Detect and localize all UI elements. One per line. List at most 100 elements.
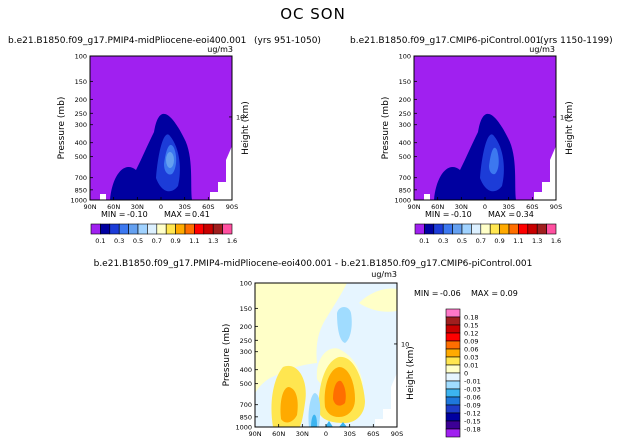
panel-tr-contour-inner	[489, 147, 499, 175]
colorbar-box	[445, 316, 461, 326]
panel-b-missing-right	[375, 373, 397, 427]
panel-b-contour-bottom-dots	[325, 421, 347, 427]
panel-top-left: b.e21.B1850.f09_g17.PMIP4-midPliocene-eo…	[8, 36, 321, 245]
panel-top-right: b.e21.B1850.f09_g17.CMIP6-piControl.001 …	[350, 36, 613, 245]
colorbar-label: 0	[464, 370, 468, 378]
y-tick-label: 150	[75, 78, 87, 86]
y-tick-label: 150	[240, 305, 252, 313]
colorbar-label: 0.3	[114, 237, 124, 245]
y-tick-label: 200	[399, 96, 411, 104]
colorbar-box	[90, 223, 101, 235]
colorbar-box	[445, 404, 461, 414]
colorbar-box	[100, 223, 111, 235]
colorbar-box	[445, 340, 461, 350]
colorbar-label: 0.12	[464, 330, 478, 338]
colorbar-label: 0.06	[464, 346, 478, 354]
colorbar-label: 1.6	[227, 237, 237, 245]
x-tick-label: 60S	[526, 203, 538, 211]
colorbar-label: 0.7	[476, 237, 486, 245]
colorbar-label: 0.5	[133, 237, 143, 245]
panel-b-contour-northeast	[359, 288, 397, 312]
y-tick-label: 250	[240, 337, 252, 345]
y-tick-label: 100	[240, 280, 252, 288]
x-tick-label: 30N	[296, 430, 309, 438]
colorbar-label: -0.12	[464, 410, 481, 418]
colorbar-box	[414, 223, 425, 235]
colorbar-label: -0.01	[464, 378, 481, 386]
colorbar-box	[137, 223, 148, 235]
panel-b-contour-center-negative	[308, 393, 321, 427]
height-tick-label: 10	[401, 340, 409, 348]
colorbar-box	[175, 223, 186, 235]
y-tick-label: 700	[75, 174, 87, 182]
colorbar-label: 0.7	[152, 237, 162, 245]
colorbar-box	[424, 223, 435, 235]
y-tick-label: 850	[75, 186, 87, 194]
colorbar-label: 1.3	[532, 237, 542, 245]
y-tick-label: 500	[399, 153, 411, 161]
colorbar-box	[442, 223, 453, 235]
panel-tr-max: 0.34	[516, 210, 534, 219]
panel-tr-ylabel: Pressure (mb)	[381, 97, 391, 160]
x-tick-label: 60N	[431, 203, 444, 211]
y-tick-label: 1000	[235, 424, 252, 432]
x-tick-label: 30S	[343, 430, 355, 438]
colorbar-box	[527, 223, 538, 235]
x-tick-label: 0	[324, 430, 328, 438]
panel-tr-max-label: MAX =	[488, 210, 515, 219]
panel-tr-ylabel-right: Height (km)	[565, 101, 575, 155]
colorbar-label: 0.18	[464, 314, 478, 322]
x-tick-label: 30N	[455, 203, 468, 211]
colorbar-label: 0.9	[494, 237, 504, 245]
colorbar-box	[212, 223, 223, 235]
x-tick-label: 90N	[248, 430, 261, 438]
colorbar-box	[147, 223, 158, 235]
colorbar-box	[546, 223, 557, 235]
colorbar-box	[489, 223, 500, 235]
colorbar-box	[445, 356, 461, 366]
panel-tr-units: ug/m3	[529, 45, 555, 54]
y-tick-label: 250	[75, 110, 87, 118]
y-tick-label: 100	[399, 53, 411, 61]
y-tick-label: 400	[399, 139, 411, 147]
colorbar-label: 0.3	[438, 237, 448, 245]
colorbar-box	[128, 223, 139, 235]
colorbar-box	[165, 223, 176, 235]
colorbar-box	[445, 428, 461, 438]
x-tick-label: 60N	[107, 203, 120, 211]
x-tick-label: 30S	[178, 203, 190, 211]
colorbar-label: -0.18	[464, 426, 481, 434]
y-tick-label: 300	[75, 121, 87, 129]
panel-tr-title-right: (yrs 1150-1199)	[540, 36, 613, 46]
colorbar-label: 0.09	[464, 338, 478, 346]
x-tick-label: 60S	[367, 430, 379, 438]
colorbar-box	[445, 308, 461, 318]
panel-b-ylabel: Pressure (mb)	[222, 324, 232, 387]
colorbar-box	[203, 223, 214, 235]
colorbar-label: 1.1	[189, 237, 199, 245]
colorbar-box	[445, 348, 461, 358]
colorbar-label: -0.03	[464, 386, 481, 394]
colorbar-box	[222, 223, 233, 235]
y-tick-label: 300	[399, 121, 411, 129]
x-tick-label: 90N	[407, 203, 420, 211]
panel-tl-ylabel-right: Height (km)	[241, 101, 251, 155]
x-tick-label: 90S	[550, 203, 562, 211]
colorbar-label: 1.3	[208, 237, 218, 245]
colorbar-box	[508, 223, 519, 235]
x-tick-label: 0	[159, 203, 163, 211]
y-tick-label: 700	[240, 401, 252, 409]
y-tick-label: 500	[75, 153, 87, 161]
panel-tl-height-ticks: 10	[229, 113, 244, 121]
colorbar-box	[118, 223, 129, 235]
panel-tl-title-right: (yrs 951-1050)	[254, 36, 321, 46]
panel-tl-colorbar: 0.1 0.3 0.5 0.7 0.9 1.1 1.3 1.6	[90, 223, 237, 245]
colorbar-box	[445, 388, 461, 398]
panel-b-min-label: MIN =	[414, 289, 439, 298]
colorbar-label: -0.09	[464, 402, 481, 410]
colorbar-box	[433, 223, 444, 235]
panel-tl-min: -0.10	[127, 210, 148, 219]
panel-tl-x-ticks: 90N 60N 30N 0 30S 60S 90S	[83, 197, 238, 211]
panel-b-x-ticks: 90N 60N 30N 0 30S 60S 90S	[248, 424, 403, 438]
x-tick-label: 90N	[83, 203, 96, 211]
